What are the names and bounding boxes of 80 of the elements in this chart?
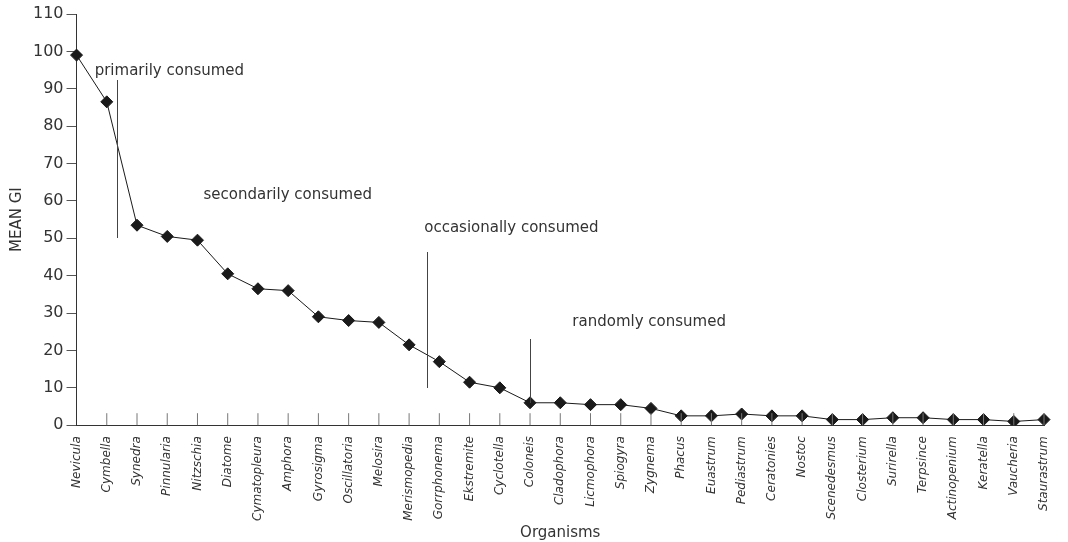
y-axis-title: MEAN GI [6,187,25,252]
x-tick-label: Coloneis [522,436,537,488]
x-tick-label: Staurastrum [1036,436,1051,511]
y-tick-label: 10 [43,376,64,396]
y-tick-label: 80 [43,115,64,135]
x-tick-label: Actinopenium [945,436,960,521]
point [251,282,265,296]
y-tick-label: 0 [53,414,64,434]
x-tick-label: Amphora [280,436,295,492]
y-tick-label: 60 [43,190,64,210]
x-tick-label: Melosira [371,436,385,487]
x-tick-label: Ekstremite [461,436,476,502]
point [886,411,900,425]
point [523,396,537,410]
y-tick-label: 70 [43,152,64,172]
point [432,355,446,369]
x-tick-label: Pediastrum [733,436,748,505]
x-tick-label: Gyrosigma [310,436,325,502]
point [100,95,114,109]
x-tick-label: Cyclotella [491,436,506,496]
y-tick-label: 100 [32,40,64,60]
y-tick-label: 50 [43,227,64,247]
point [614,398,628,412]
x-tick-label: Nostoc [794,435,809,478]
x-tick-label: Zygnema [643,436,658,495]
point [946,413,960,426]
x-tick-label: Spiogyra [612,436,627,490]
point [402,338,416,352]
point [190,233,204,247]
x-tick-label: Phacus [673,436,688,479]
point [553,396,567,410]
point [372,315,386,329]
x-tick-label: Euastrum [703,436,718,494]
x-tick-label: Scenedesmus [824,436,839,520]
point [977,413,991,426]
point [130,218,144,232]
point [856,413,870,426]
point [463,375,477,389]
point [704,409,718,423]
x-tick-label: Terpsince [915,436,930,494]
x-tick-label: Licmophora [582,436,597,507]
annotation: randomly consumed [572,312,726,331]
y-tick-label: 40 [43,264,64,284]
point [674,409,688,423]
x-tick-label: Synedra [129,436,144,486]
annotation: secondarily consumed [203,184,372,203]
y-tick-label: 110 [32,3,64,23]
x-tick-label: Gorrphonema [431,436,446,520]
x-tick-label: Nitzschia [189,436,204,491]
x-tick-label: Oscillatoria [340,436,355,504]
annotation: primarily consumed [94,61,245,80]
x-tick-label: Closterium [854,436,869,502]
point [1007,414,1021,426]
point [644,401,658,415]
point [493,381,507,395]
x-tick-label: Cymatopleura [250,436,265,521]
x-tick-label: Vaucheria [1005,436,1020,496]
point [735,407,749,421]
y-tick-label: 20 [43,339,64,359]
y-tick-label: 30 [43,302,64,322]
annotation: occasionally consumed [424,217,599,236]
point [311,310,325,324]
x-axis-title: Organisms [520,522,601,541]
x-tick-label: Merismopedia [401,436,416,521]
x-tick-label: Ceratonies [764,436,779,501]
y-tick-label: 90 [43,77,64,97]
x-tick-label: Diatome [219,436,234,488]
x-tick-label: Surirella [884,436,899,487]
x-tick-label: Pinnularia [159,436,174,496]
point [281,284,295,298]
x-tick-label: Cladophora [552,436,567,506]
x-tick-label: Nevicula [68,436,83,488]
point [221,267,235,281]
point [825,413,839,426]
x-tick-label: Keratella [975,436,990,490]
x-tick-label: Cymbella [98,436,113,493]
point [70,48,84,62]
point [160,229,174,243]
point [342,314,356,328]
point [584,398,597,412]
